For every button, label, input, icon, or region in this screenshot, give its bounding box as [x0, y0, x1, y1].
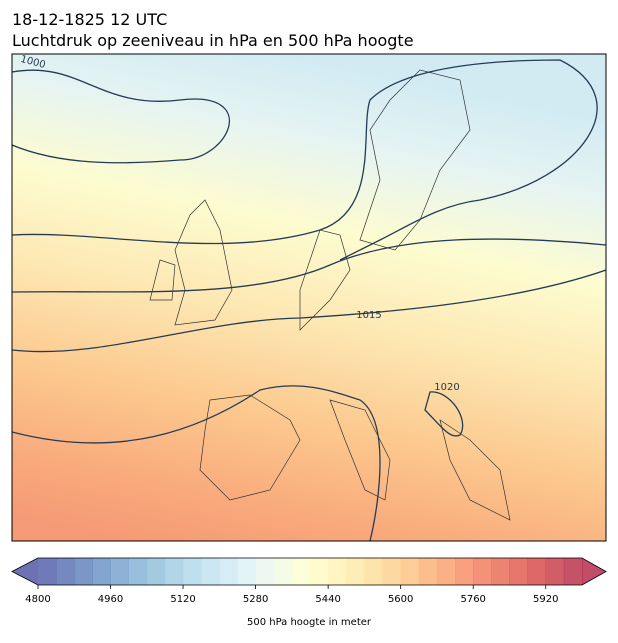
- colorbar-segment: [164, 558, 184, 585]
- colorbar: 4800 4960 5120 5280 5440 5600 5760 5920: [11, 557, 607, 605]
- colorbar-tick-label: 4960: [98, 594, 123, 605]
- colorbar-extend: [582, 558, 606, 585]
- colorbar-segment: [219, 558, 238, 585]
- colorbar-segment: [92, 558, 111, 585]
- colorbar-segment: [56, 558, 75, 585]
- colorbar-segment: [291, 558, 311, 585]
- colorbar-segment: [563, 558, 583, 585]
- colorbar-segment: [110, 558, 129, 585]
- colorbar-segment: [310, 558, 329, 585]
- contour-label: 1020: [434, 382, 459, 393]
- colorbar-extend: [12, 558, 38, 585]
- colorbar-segment: [237, 558, 256, 585]
- colorbar-tick-label: 5440: [315, 594, 340, 605]
- contour-label: 1015: [356, 310, 381, 321]
- isobar: [12, 269, 606, 353]
- colorbar-segment: [346, 558, 365, 585]
- colorbar-tick-label: 4800: [25, 594, 50, 605]
- colorbar-segment: [527, 558, 547, 585]
- colorbar-segment: [436, 558, 456, 585]
- colorbar-segment: [418, 558, 438, 585]
- colorbar-tick-label: 5760: [460, 594, 485, 605]
- colorbar-segment: [38, 558, 57, 585]
- colorbar-segment: [128, 558, 148, 585]
- map-background: [12, 54, 606, 541]
- coastline: [149, 69, 511, 521]
- colorbar-outline: [11, 557, 607, 586]
- isobar: [424, 391, 464, 437]
- map-frame: [11, 53, 607, 542]
- colorbar-segment: [255, 558, 275, 585]
- colorbar-segment: [201, 558, 220, 585]
- colorbar-tick-label: 5920: [533, 594, 558, 605]
- colorbar-segment: [328, 558, 347, 585]
- colorbar-segment: [146, 558, 166, 585]
- colorbar-segment: [400, 558, 420, 585]
- isobar: [12, 69, 230, 164]
- colorbar-segment: [545, 558, 565, 585]
- colorbar-segment: [455, 558, 474, 585]
- colorbar-segment: [183, 558, 202, 585]
- isobar: [12, 238, 606, 293]
- colorbar-label: 500 hPa hoogte in meter: [247, 617, 372, 628]
- colorbar-segment: [509, 558, 528, 585]
- colorbar-segment: [364, 558, 383, 585]
- isobar: [12, 385, 381, 541]
- colorbar-segment: [74, 558, 93, 585]
- title-line: 18-12-1825 12 UTC: [12, 10, 167, 29]
- colorbar-segment: [491, 558, 510, 585]
- isobar: [12, 59, 598, 261]
- colorbar-tick-label: 5600: [388, 594, 413, 605]
- colorbar-segment: [382, 558, 401, 585]
- title-line: Luchtdruk op zeeniveau in hPa en 500 hPa…: [12, 31, 414, 50]
- map: 1000 1015 1020: [12, 54, 606, 541]
- colorbar-segment: [473, 558, 492, 585]
- colorbar-segment: [273, 558, 293, 585]
- colorbar-tick-label: 5280: [243, 594, 268, 605]
- colorbar-tick-label: 5120: [170, 594, 195, 605]
